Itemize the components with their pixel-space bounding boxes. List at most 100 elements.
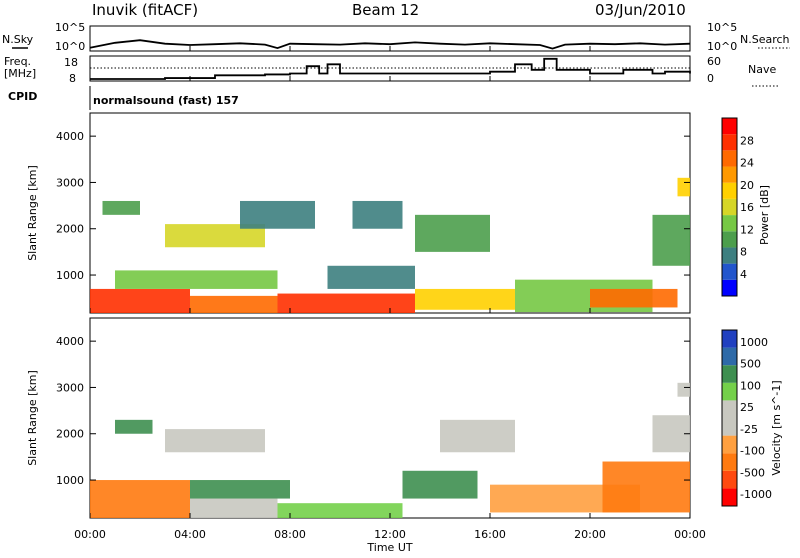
cpid-label: CPID [8, 90, 37, 103]
x-tick-label-3: 12:00 [374, 528, 406, 541]
y-tick-label-3: 4000 [56, 130, 84, 143]
velocity-colorbar-segment-0 [722, 488, 737, 506]
n-search-tick-top: 10^5 [707, 21, 737, 34]
velocity-colorbar-segment-5 [722, 400, 737, 418]
x-axis-label: Time UT [366, 541, 412, 554]
y-tick-label-2: 3000 [56, 381, 84, 394]
x-tick-label-6: 00:00 [674, 528, 706, 541]
data-band-11 [652, 214, 690, 266]
data-band-0 [90, 480, 190, 518]
y-tick-label-2: 3000 [56, 176, 84, 189]
velocity-panel: 1000 2000 3000 4000 Slant Range [km] 1000 50… [26, 317, 783, 519]
data-band-5 [277, 293, 415, 313]
y-tick-label-0: 1000 [56, 269, 84, 282]
x-tick-label-2: 08:00 [274, 528, 306, 541]
data-band-1 [190, 498, 278, 518]
data-band-3 [165, 429, 265, 453]
n-sky-line [89, 39, 691, 50]
power-colorbar-segment-3 [722, 231, 737, 248]
velocity-colorbar: 1000 500 100 25 -25 -100 -500 -1000 [721, 329, 772, 507]
station-title: Inuvik (fitACF) [92, 1, 198, 19]
freq-unit-label: [MHz] [4, 67, 36, 80]
velocity-colorbar-segment-3 [722, 435, 737, 454]
velocity-colorbar-segment-9 [722, 330, 737, 348]
x-tick-label-0: 00:00 [74, 528, 106, 541]
power-colorbar-frame [721, 117, 738, 297]
x-tick-label-4: 16:00 [474, 528, 506, 541]
y-tick-label-0: 1000 [56, 474, 84, 487]
x-tick-label-5: 20:00 [574, 528, 606, 541]
data-band-2 [115, 270, 278, 289]
data-band-1 [190, 295, 278, 313]
cpid-program: normalsound (fast) 157 [93, 94, 239, 107]
data-band-3 [165, 224, 265, 248]
data-band-0 [90, 288, 190, 313]
power-colorbar-tick-6: 28 [740, 134, 754, 147]
x-tick-label-1: 04:00 [174, 528, 206, 541]
power-colorbar-segment-10 [722, 118, 737, 135]
n-search-tick-bottom: 10^0 [707, 40, 737, 53]
data-band-2 [190, 480, 290, 499]
beam-title: Beam 12 [352, 1, 419, 19]
y-tick-label-1: 2000 [56, 223, 84, 236]
data-band-8 [602, 461, 690, 513]
power-colorbar-label: Power [dB] [758, 185, 771, 245]
velocity-colorbar-tick-4: -25 [740, 423, 758, 436]
data-band-14 [352, 200, 403, 229]
data-band-11 [677, 382, 690, 397]
power-colorbar-segment-4 [722, 215, 737, 232]
velocity-colorbar-segment-4 [722, 418, 737, 436]
power-colorbar: 4 8 12 16 20 24 28 [721, 117, 754, 297]
power-colorbar-segment-1 [722, 263, 737, 280]
power-y-ticks: 1000 2000 3000 4000 [56, 130, 690, 282]
data-band-13 [240, 200, 315, 229]
n-search-label: N.Search [740, 33, 790, 46]
velocity-ylabel: Slant Range [km] [26, 370, 39, 466]
power-bands [90, 177, 690, 313]
power-colorbar-segment-5 [722, 198, 737, 216]
power-colorbar-tick-1: 8 [740, 246, 747, 259]
freq-tick-bottom: 8 [69, 72, 76, 85]
velocity-colorbar-tick-5: -100 [740, 445, 765, 458]
velocity-y-ticks: 1000 2000 3000 4000 [56, 335, 690, 487]
power-colorbar-tick-4: 20 [740, 179, 754, 192]
y-tick-label-3: 4000 [56, 335, 84, 348]
power-colorbar-tick-0: 4 [740, 268, 747, 281]
time-x-ticks: 00:00 04:00 08:00 12:00 16:00 20:00 00:00 [74, 46, 706, 541]
data-band-12 [677, 177, 690, 197]
data-band-9 [652, 415, 690, 453]
velocity-colorbar-segment-7 [722, 365, 737, 383]
velocity-colorbar-tick-6: -500 [740, 466, 765, 479]
freq-label: Freq. [4, 55, 31, 68]
power-colorbar-tick-3: 16 [740, 201, 754, 214]
y-tick-label-1: 2000 [56, 428, 84, 441]
frequency-line [90, 57, 691, 80]
nave-label: Nave [748, 63, 776, 76]
velocity-colorbar-segment-2 [722, 453, 737, 471]
n-sky-tick-bottom: 10^0 [55, 40, 85, 53]
velocity-colorbar-tick-0: 1000 [740, 336, 768, 349]
velocity-colorbar-segment-1 [722, 470, 737, 489]
data-band-10 [115, 419, 153, 434]
power-colorbar-segment-8 [722, 150, 737, 167]
velocity-colorbar-tick-7: -1000 [740, 488, 772, 501]
data-band-6 [440, 419, 515, 453]
power-colorbar-segment-6 [722, 182, 737, 199]
data-band-10 [590, 288, 678, 308]
data-band-4 [102, 200, 140, 215]
n-sky-label: N.Sky [2, 33, 34, 46]
data-band-5 [402, 470, 478, 499]
nave-tick-top: 60 [707, 55, 721, 68]
power-colorbar-tick-5: 24 [740, 157, 754, 170]
data-band-7 [327, 265, 415, 289]
velocity-colorbar-segment-6 [722, 382, 737, 401]
power-ylabel: Slant Range [km] [26, 165, 39, 261]
frequency-panel: Freq. [MHz] 18 8 60 0 Nave [4, 55, 780, 87]
sky-search-panel: N.Sky 10^5 10^0 N.Search 10^5 10^0 [2, 21, 790, 53]
power-colorbar-segment-7 [722, 166, 737, 183]
power-panel: 1000 2000 3000 4000 Slant Range [km] 4 8 12 16… [26, 112, 771, 314]
velocity-colorbar-tick-2: 100 [740, 379, 761, 392]
velocity-bands [90, 382, 690, 518]
data-band-8 [415, 214, 490, 252]
